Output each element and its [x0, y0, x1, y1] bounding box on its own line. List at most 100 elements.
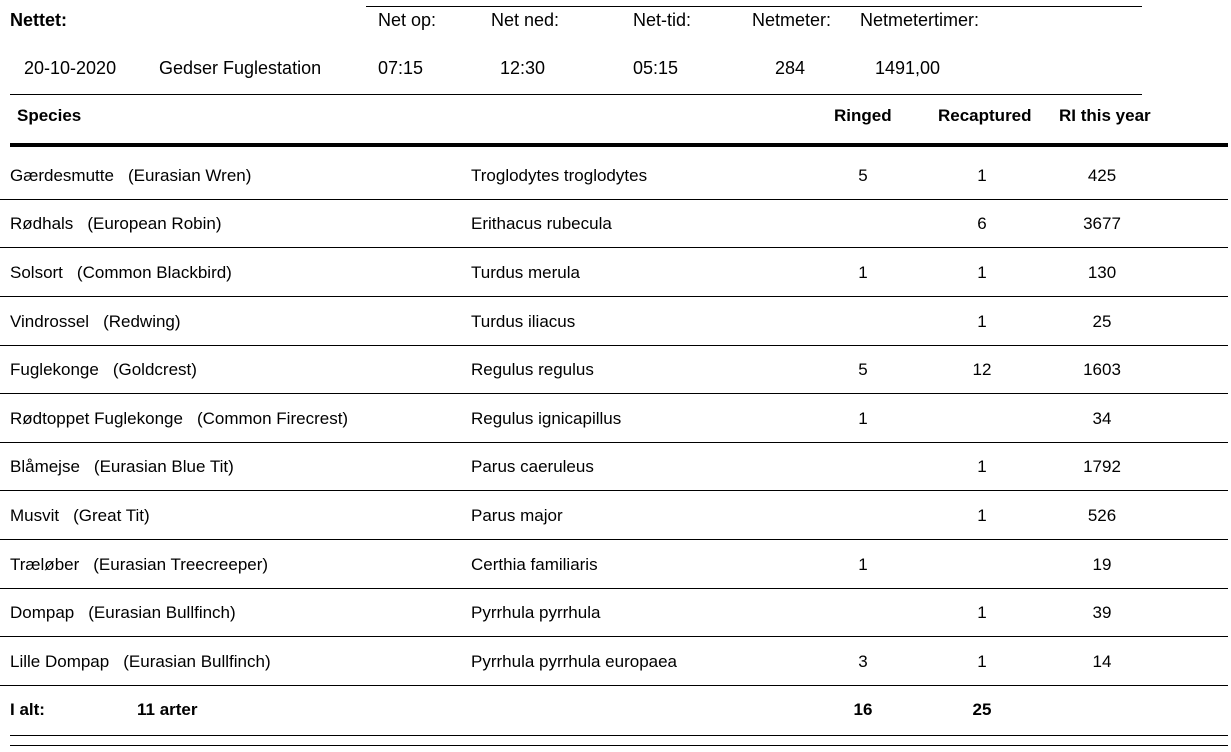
total-divider-2 — [10, 745, 1228, 746]
total-ringed: 16 — [853, 700, 873, 719]
english-name: (Redwing) — [103, 312, 181, 331]
latin-name: Certhia familiaris — [471, 555, 598, 574]
total-recaptured: 25 — [972, 700, 992, 719]
danish-name: Rødhals — [10, 214, 74, 233]
table-row: Musvit (Great Tit) Parus major 1 526 — [0, 492, 1228, 540]
danish-name: Rødtoppet Fuglekonge — [10, 409, 183, 428]
row-divider — [0, 345, 1228, 346]
netmeter-value: 284 — [775, 58, 806, 78]
english-name: (Great Tit) — [73, 506, 150, 525]
danish-name: Træløber — [10, 555, 80, 574]
ringed-count: 1 — [858, 263, 868, 282]
latin-name: Parus major — [471, 506, 563, 525]
latin-name: Pyrrhula pyrrhula — [471, 603, 601, 622]
ringed-count — [813, 200, 913, 248]
english-name: (Eurasian Bullfinch) — [123, 652, 271, 671]
column-header-ringed: Ringed — [834, 106, 892, 125]
column-header-divider — [10, 143, 1228, 147]
recaptured-count: 6 — [977, 214, 987, 233]
table-row: Dompap (Eurasian Bullfinch) Pyrrhula pyrr… — [0, 589, 1228, 637]
date-value: 20-10-2020 — [24, 58, 117, 78]
latin-name: Pyrrhula pyrrhula europaea — [471, 652, 678, 671]
ringed-count — [813, 589, 913, 637]
table-row: Solsort (Common Blackbird) Turdus merula … — [0, 249, 1228, 297]
ri-this-year-count: 19 — [1092, 555, 1112, 574]
row-divider — [0, 490, 1228, 491]
recaptured-count: 1 — [977, 166, 987, 185]
danish-name: Solsort — [10, 263, 63, 282]
latin-name: Parus caeruleus — [471, 457, 594, 476]
row-divider — [0, 247, 1228, 248]
ri-this-year-count: 14 — [1092, 652, 1112, 671]
recaptured-count: 1 — [977, 506, 987, 525]
net-op-value: 07:15 — [378, 58, 424, 78]
english-name: (Eurasian Blue Tit) — [93, 457, 234, 476]
nettet-label: Nettet: — [10, 10, 67, 30]
latin-name: Troglodytes troglodytes — [471, 166, 648, 185]
column-header-species: Species — [17, 106, 82, 125]
header-bottom-divider — [10, 94, 1142, 95]
row-divider — [0, 296, 1228, 297]
ringed-count — [813, 492, 913, 540]
ringed-count: 3 — [858, 652, 868, 671]
net-tid-label: Net-tid: — [633, 10, 692, 30]
station-value: Gedser Fuglestation — [159, 58, 322, 78]
total-label: I alt: — [10, 700, 45, 719]
table-row: Rødhals (European Robin) Erithacus rubecu… — [0, 200, 1228, 248]
netmetertimer-label: Netmetertimer: — [860, 10, 980, 30]
ringed-count: 1 — [858, 555, 868, 574]
ri-this-year-count: 25 — [1092, 312, 1112, 331]
danish-name: Vindrossel — [10, 312, 90, 331]
latin-name: Turdus merula — [471, 263, 580, 282]
table-row: Træløber (Eurasian Treecreeper) Certhia f… — [0, 541, 1228, 589]
total-species-count: 11 arter — [137, 700, 198, 719]
row-divider — [0, 393, 1228, 394]
table-row: Rødtoppet Fuglekonge (Common Firecrest) R… — [0, 395, 1228, 443]
ringed-count: 5 — [858, 166, 868, 185]
row-divider — [0, 442, 1228, 443]
english-name: (Goldcrest) — [112, 360, 197, 379]
latin-name: Turdus iliacus — [471, 312, 576, 331]
ri-this-year-count: 1792 — [1083, 457, 1121, 476]
column-header-ri-this-year: RI this year — [1059, 106, 1151, 125]
ri-this-year-count: 130 — [1087, 263, 1117, 282]
latin-name: Erithacus rubecula — [471, 214, 612, 233]
danish-name: Blåmejse — [10, 457, 80, 476]
ri-this-year-count: 39 — [1092, 603, 1112, 622]
danish-name: Gærdesmutte — [10, 166, 114, 185]
english-name: (Common Firecrest) — [196, 409, 349, 428]
ringed-count — [813, 443, 913, 491]
danish-name: Musvit — [10, 506, 60, 525]
recaptured-count: 1 — [977, 603, 987, 622]
recaptured-count — [932, 541, 1032, 589]
netmetertimer-value: 1491,00 — [875, 58, 941, 78]
net-op-label: Net op: — [378, 10, 437, 30]
danish-name: Fuglekonge — [10, 360, 99, 379]
total-row: I alt: 11 arter 16 25 — [0, 686, 1228, 734]
table-row: Lille Dompap (Eurasian Bullfinch) Pyrrhul… — [0, 638, 1228, 686]
row-divider — [0, 588, 1228, 589]
table-row: Vindrossel (Redwing) Turdus iliacus 1 25 — [0, 298, 1228, 346]
table-row: Fuglekonge (Goldcrest) Regulus regulus 5 … — [0, 346, 1228, 394]
danish-name: Dompap — [10, 603, 75, 622]
english-name: (Common Blackbird) — [76, 263, 232, 282]
ri-this-year-count: 425 — [1087, 166, 1117, 185]
recaptured-count — [932, 395, 1032, 443]
ri-this-year-count: 34 — [1092, 409, 1112, 428]
english-name: (Eurasian Wren) — [127, 166, 252, 185]
total-divider-1 — [10, 735, 1228, 736]
english-name: (Eurasian Treecreeper) — [93, 555, 269, 574]
ri-this-year-count: 526 — [1087, 506, 1117, 525]
latin-name: Regulus regulus — [471, 360, 594, 379]
netmeter-label: Netmeter: — [752, 10, 832, 30]
ri-this-year-count: 3677 — [1083, 214, 1121, 233]
net-ned-value: 12:30 — [500, 58, 546, 78]
row-divider — [0, 539, 1228, 540]
net-tid-value: 05:15 — [633, 58, 679, 78]
recaptured-count: 12 — [972, 360, 992, 379]
recaptured-count: 1 — [977, 457, 987, 476]
english-name: (European Robin) — [87, 214, 222, 233]
row-divider — [0, 199, 1228, 200]
column-header-recaptured: Recaptured — [938, 106, 1032, 125]
table-row: Gærdesmutte (Eurasian Wren) Troglodytes t… — [0, 152, 1228, 200]
